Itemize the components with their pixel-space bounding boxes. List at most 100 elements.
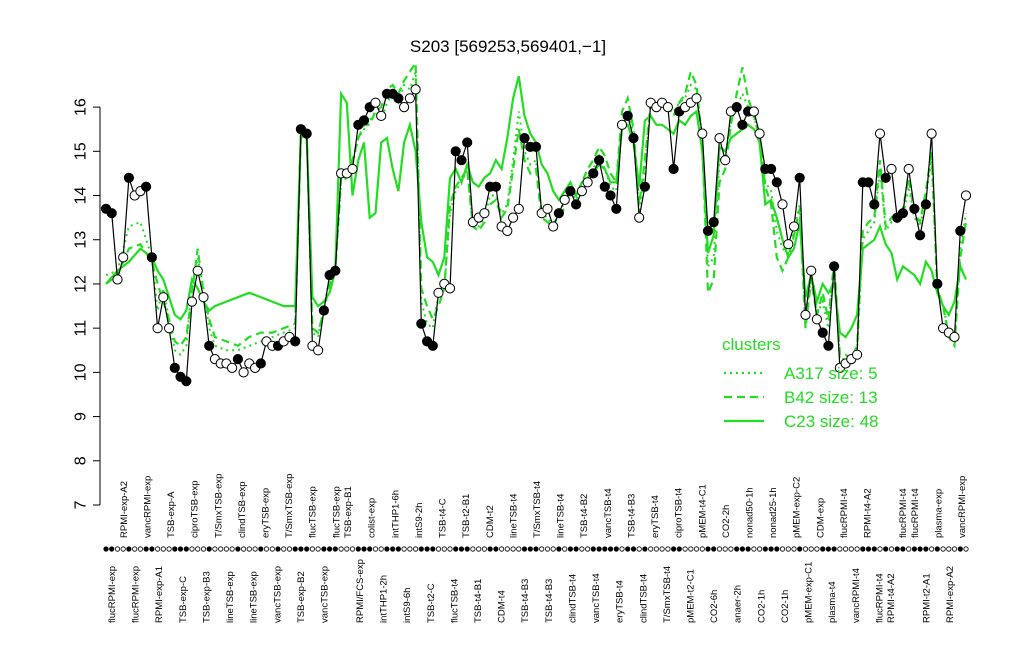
rug-mark <box>911 546 918 552</box>
rug-mark <box>504 546 510 552</box>
y-tick-label: 9 <box>73 412 90 421</box>
data-point <box>766 163 777 175</box>
legend-label: A317 size: 5 <box>784 364 878 383</box>
rug-mark <box>487 546 493 552</box>
rug-mark <box>951 546 958 552</box>
x-tick-label: TSB-t4-C <box>438 498 449 538</box>
rug-mark <box>453 546 459 552</box>
x-tick-label: flucRPMI-exp <box>107 566 118 623</box>
data-point <box>519 133 530 144</box>
x-tick-label: TSB-exp-B1 <box>343 486 354 538</box>
data-point <box>920 199 932 210</box>
rug-mark <box>883 546 889 552</box>
rug-mark <box>481 546 487 552</box>
data-point <box>594 155 605 166</box>
rug-mark <box>441 546 447 552</box>
rug-mark <box>705 546 711 552</box>
data-point <box>880 172 891 183</box>
rug-mark <box>367 546 373 552</box>
data-point <box>404 93 415 104</box>
rug-mark <box>510 546 516 552</box>
rug-mark <box>619 546 625 552</box>
x-tick-label: eryTSB-t4 <box>650 495 661 538</box>
rug-mark <box>516 546 522 552</box>
data-point <box>874 128 886 139</box>
data-point <box>393 93 404 104</box>
rug-mark <box>871 546 877 552</box>
rug-mark <box>739 546 746 552</box>
rug-mark <box>860 546 866 552</box>
data-point <box>909 203 920 214</box>
rug-mark <box>940 546 946 552</box>
y-tick-label: 11 <box>73 320 90 337</box>
data-point <box>553 208 565 219</box>
data-point <box>204 340 215 351</box>
rug-mark <box>355 546 361 552</box>
x-tick-label: vancRPMI-exp <box>957 476 968 538</box>
rug-mark <box>172 546 178 552</box>
rug-mark <box>424 546 430 552</box>
data-point <box>198 292 209 303</box>
x-tick-label: RPMI-t4-A2 <box>886 573 897 623</box>
legend: clusters A317 size: 5 B42 size: 13 C23 siz… <box>722 335 879 431</box>
rug-mark <box>114 546 121 552</box>
x-tick-label: TSB-exp-B3 <box>201 571 212 623</box>
rug-mark <box>590 546 596 552</box>
data-point <box>502 225 513 236</box>
rug-mark <box>281 546 287 552</box>
data-point <box>123 172 134 183</box>
data-point <box>628 133 639 144</box>
rug-marks <box>103 546 969 552</box>
data-point <box>576 186 588 197</box>
rug-mark <box>888 546 895 552</box>
rug-mark <box>607 546 614 552</box>
data-point <box>462 137 473 148</box>
y-tick-label: 16 <box>73 98 90 116</box>
rug-mark <box>332 546 338 552</box>
rug-mark <box>688 546 694 552</box>
data-point <box>290 336 301 347</box>
x-tick-label: nonad50-1h <box>745 487 756 538</box>
rug-mark <box>458 546 465 552</box>
x-tick-label: TSB-exp-B2 <box>296 571 307 623</box>
data-point <box>427 340 438 351</box>
rug-mark <box>315 546 321 552</box>
rug-mark <box>768 546 774 552</box>
rug-mark <box>900 546 906 552</box>
rug-mark <box>200 546 207 552</box>
x-tick-label: flucTSB-exp <box>331 486 342 538</box>
rug-mark <box>464 546 470 552</box>
data-point <box>416 318 427 329</box>
rug-mark <box>699 546 705 552</box>
rug-mark <box>155 546 161 552</box>
rug-mark <box>957 546 963 552</box>
x-tick-label: TSB-exp-A <box>166 491 177 538</box>
data-point <box>800 309 811 320</box>
data-point <box>639 181 651 192</box>
rug-mark <box>711 546 717 552</box>
data-point <box>118 252 129 263</box>
data-point <box>410 84 421 95</box>
data-point <box>788 221 800 232</box>
rug-mark <box>298 546 304 552</box>
data-point <box>565 186 576 197</box>
x-tick-label: ciproTSB-t4 <box>674 488 685 538</box>
data-point <box>479 208 490 219</box>
data-point <box>794 172 805 183</box>
rug-mark <box>361 546 367 552</box>
data-point <box>232 354 243 365</box>
rug-mark <box>120 546 126 552</box>
rug-mark <box>412 546 419 552</box>
data-point <box>559 194 570 205</box>
x-tick-label: vancRPMI-exp <box>142 476 153 538</box>
rug-mark <box>229 546 235 552</box>
rug-mark <box>533 546 539 552</box>
rug-mark <box>246 546 252 552</box>
data-point <box>313 345 324 356</box>
data-point <box>376 110 387 122</box>
x-tick-label: flucTSB-exp <box>308 486 319 538</box>
x-tick-label: CDM-exp <box>815 498 826 538</box>
data-point <box>806 265 817 276</box>
x-tick-label: CO2-6h <box>709 590 720 623</box>
